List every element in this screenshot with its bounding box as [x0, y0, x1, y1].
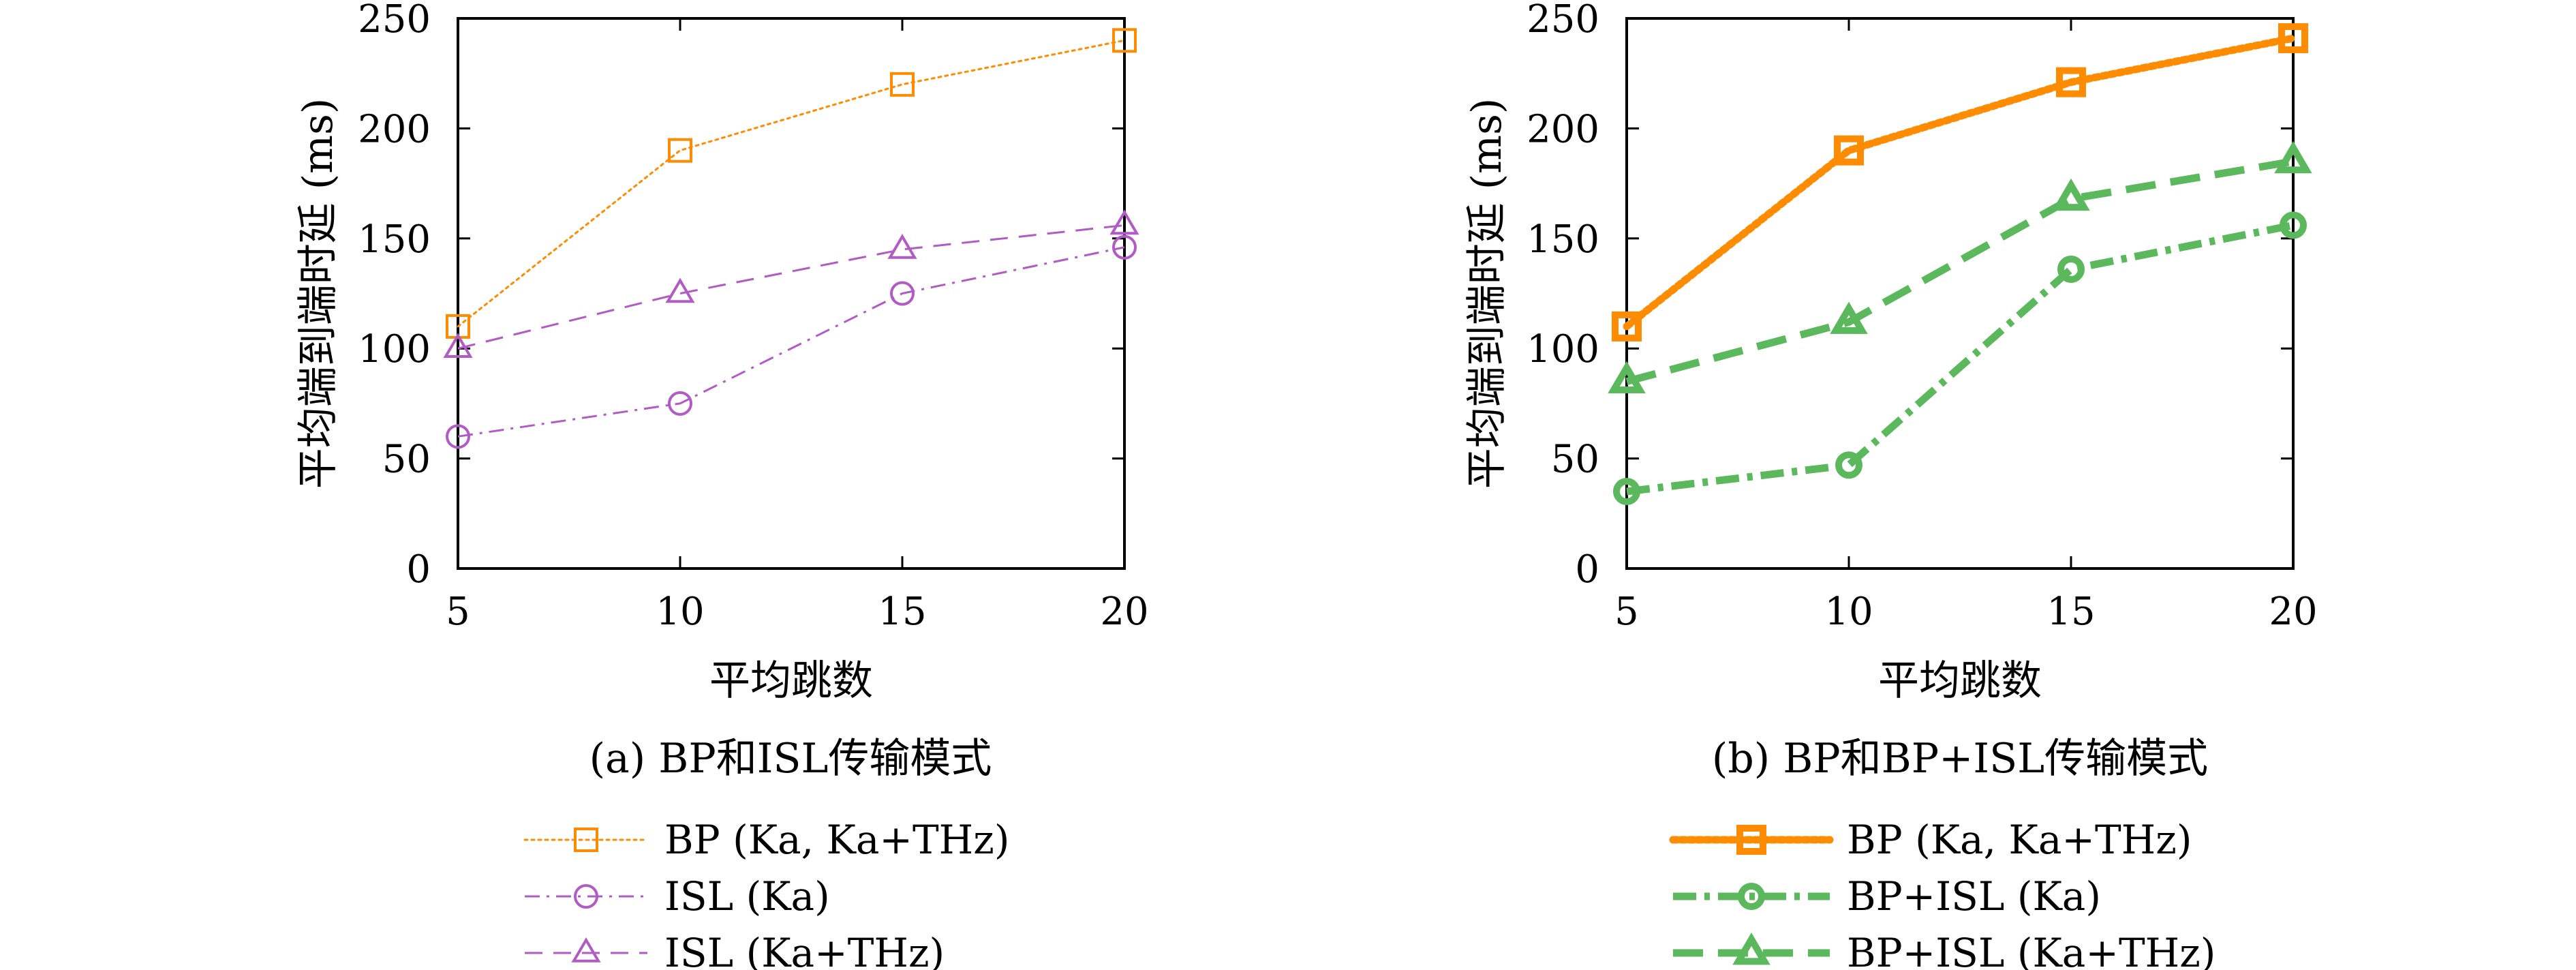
legend-label: BP+ISL (Ka+THz): [1847, 930, 2215, 970]
x-tick-label: 5: [446, 590, 470, 634]
data-point: [668, 138, 692, 163]
x-tick-label: 10: [656, 590, 704, 634]
series-line: [1625, 157, 2294, 385]
legend-label: BP+ISL (Ka): [1847, 873, 2101, 920]
y-axis: 0 50 100 150 200 250: [358, 0, 1124, 592]
y-axis: 0 50 100 150 200 250: [1527, 0, 2293, 592]
y-tick-label: 50: [382, 438, 431, 482]
data-point: [1109, 209, 1139, 235]
y-tick-label: 150: [358, 217, 431, 262]
series-line: [1623, 34, 2297, 331]
chart-panel-a: 0 50 100 150 200 250 5 10 15 20 平均端到端时延 (ms) 平均跳…: [294, 0, 1149, 970]
y-tick-label: 0: [1575, 547, 1599, 592]
series-line: [457, 224, 1125, 350]
panel-caption: (b) BP和BP+ISL传输模式: [1712, 735, 2208, 783]
data-point: [446, 424, 470, 449]
y-axis-label: 平均端到端时延 (ms): [294, 98, 342, 489]
x-tick-label: 20: [2269, 590, 2317, 634]
chart-panel-b: 0 50 100 150 200 250 5 10 15 20 平均端到端时延 (ms) 平均跳…: [1463, 0, 2318, 970]
legend-label: BP (Ka, Ka+THz): [664, 817, 1009, 863]
x-axis-label: 平均跳数: [1878, 657, 2042, 705]
data-point: [890, 281, 915, 306]
y-tick-label: 200: [1527, 107, 1599, 151]
series-line: [457, 39, 1126, 328]
data-point: [1112, 28, 1137, 53]
plot-frame: [1625, 17, 2295, 570]
data-point: [1612, 311, 1642, 342]
x-axis-label: 平均跳数: [709, 657, 873, 705]
legend-marker: [574, 884, 598, 909]
legend-label: ISL (Ka+THz): [664, 930, 945, 970]
data-point: [2278, 23, 2308, 54]
legend: BP (Ka, Ka+THz) ISL (Ka) ISL (Ka+THz): [523, 817, 1009, 970]
data-point: [2052, 178, 2090, 211]
x-tick-label: 20: [1100, 590, 1148, 634]
data-point: [1835, 451, 1862, 479]
legend: BP (Ka, Ka+THz) BP+ISL (Ka) BP+ISL (Ka+THz…: [1669, 817, 2215, 970]
legend-marker: [1732, 933, 1770, 965]
legend-marker: [1738, 883, 1765, 910]
data-point: [2056, 67, 2086, 97]
x-tick-label: 5: [1614, 590, 1639, 634]
legend-label: ISL (Ka): [664, 873, 830, 920]
y-tick-label: 100: [358, 327, 431, 372]
y-tick-label: 100: [1527, 327, 1599, 372]
data-point: [2274, 140, 2312, 174]
legend-marker: [571, 937, 601, 963]
legend-marker: [574, 828, 598, 852]
y-tick-label: 200: [358, 107, 431, 151]
series-group: [1608, 23, 2312, 506]
data-point: [1834, 135, 1864, 166]
y-tick-label: 250: [1527, 0, 1599, 42]
data-point: [2280, 211, 2307, 239]
y-tick-label: 150: [1527, 217, 1599, 262]
x-axis: 5 10 15 20: [1614, 18, 2318, 634]
y-tick-label: 250: [358, 0, 431, 42]
data-point: [887, 233, 917, 259]
data-point: [668, 391, 692, 416]
x-tick-label: 15: [2046, 590, 2095, 634]
data-point: [1830, 301, 1868, 334]
data-point: [665, 277, 695, 303]
x-tick-label: 15: [878, 590, 926, 634]
data-point: [443, 333, 473, 358]
legend-marker: [1736, 825, 1766, 855]
series-line: [457, 246, 1125, 438]
series-group: [443, 28, 1139, 449]
panel-caption: (a) BP和ISL传输模式: [589, 735, 992, 783]
data-point: [890, 72, 915, 97]
data-point: [1613, 478, 1640, 506]
plot-frame: [457, 17, 1126, 570]
y-tick-label: 50: [1551, 438, 1599, 482]
x-tick-label: 10: [1824, 590, 1873, 634]
data-point: [1112, 234, 1137, 260]
y-tick-label: 0: [406, 547, 431, 592]
y-axis-label: 平均端到端时延 (ms): [1463, 98, 1511, 489]
data-point: [1608, 361, 1646, 394]
legend-label: BP (Ka, Ka+THz): [1847, 817, 2192, 863]
data-point: [2057, 255, 2085, 283]
series-line: [1626, 222, 2295, 496]
x-axis: 5 10 15 20: [446, 18, 1149, 634]
